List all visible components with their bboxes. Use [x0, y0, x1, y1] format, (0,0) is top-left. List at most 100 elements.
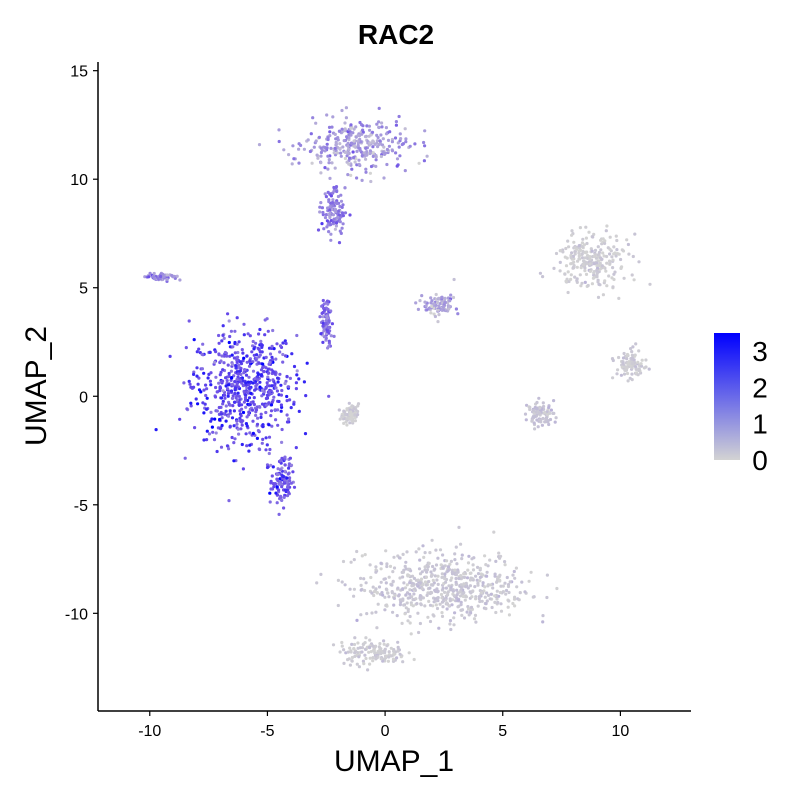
- cell-point: [394, 123, 398, 127]
- cell-point: [325, 314, 329, 318]
- cell-point: [407, 651, 411, 655]
- cell-point: [384, 603, 388, 608]
- cell-point: [448, 622, 452, 626]
- cell-point: [340, 226, 344, 230]
- cell-point: [254, 341, 258, 345]
- cell-point: [220, 423, 224, 428]
- cell-point: [360, 178, 364, 182]
- cell-point: [478, 575, 482, 580]
- cell-point: [396, 645, 400, 649]
- cell-point: [587, 230, 591, 234]
- cell-point: [578, 248, 583, 252]
- cell-point: [380, 121, 384, 125]
- cell-point: [566, 270, 570, 274]
- cell-point: [381, 659, 385, 663]
- cell-point: [238, 416, 242, 420]
- cell-point: [413, 587, 417, 591]
- cell-point: [329, 238, 333, 242]
- cell-point: [260, 343, 264, 347]
- cell-point: [244, 432, 248, 436]
- cell-point: [406, 607, 410, 612]
- cell-point: [206, 376, 210, 380]
- cell-point: [289, 481, 293, 485]
- cell-point: [270, 424, 274, 428]
- cell-point: [230, 376, 234, 380]
- cell-point: [420, 570, 424, 574]
- cell-point: [476, 583, 480, 587]
- cell-point: [229, 389, 234, 393]
- cell-point: [178, 278, 182, 282]
- cell-point: [295, 369, 299, 373]
- cell-point: [374, 654, 378, 658]
- cell-point: [525, 403, 529, 407]
- cell-point: [492, 530, 496, 534]
- cell-point: [418, 621, 422, 626]
- cell-point: [474, 597, 478, 601]
- cell-point: [382, 145, 386, 149]
- cell-point: [468, 571, 472, 576]
- cell-point: [418, 586, 422, 590]
- cell-point: [371, 139, 375, 143]
- cell-point: [248, 443, 252, 447]
- cell-point: [350, 642, 354, 647]
- cell-point: [617, 296, 621, 300]
- cell-point: [256, 375, 260, 379]
- cell-point: [470, 595, 474, 599]
- cell-point: [541, 620, 545, 624]
- cell-point: [245, 444, 249, 448]
- cell-point: [630, 350, 634, 354]
- cell-point: [221, 324, 225, 328]
- cell-point: [403, 564, 407, 569]
- cell-point: [288, 376, 292, 380]
- cell-point: [385, 147, 389, 152]
- cell-point: [227, 319, 231, 323]
- cell-point: [202, 371, 206, 375]
- cell-point: [429, 296, 433, 300]
- cell-point: [368, 662, 372, 666]
- cell-point: [371, 585, 375, 589]
- cell-point: [360, 650, 364, 654]
- cell-point: [364, 170, 368, 174]
- cell-point: [573, 252, 577, 256]
- cell-point: [545, 595, 549, 600]
- cell-point: [630, 372, 634, 376]
- cell-point: [184, 346, 188, 350]
- cell-point: [375, 122, 379, 126]
- cell-point: [611, 376, 615, 380]
- cell-point: [356, 651, 360, 655]
- cell-point: [295, 373, 299, 377]
- cell-point: [208, 379, 212, 383]
- cell-point: [404, 560, 408, 564]
- cell-point: [325, 142, 329, 146]
- cell-point: [379, 567, 383, 571]
- cell-point: [566, 290, 570, 295]
- cell-point: [277, 393, 281, 397]
- cell-point: [404, 567, 408, 571]
- cell-point: [314, 121, 318, 125]
- cell-point: [423, 144, 427, 148]
- cell-point: [440, 614, 445, 619]
- cell-point: [189, 385, 193, 389]
- cell-point: [221, 389, 225, 393]
- cell-point: [454, 545, 458, 549]
- cell-point: [478, 566, 482, 571]
- cell-point: [319, 171, 323, 175]
- cell-point: [175, 274, 179, 278]
- cell-point: [430, 538, 434, 542]
- cell-point: [355, 549, 359, 554]
- cell-point: [283, 455, 287, 459]
- cell-point: [193, 426, 197, 430]
- cell-point: [228, 425, 232, 429]
- cell-point: [443, 564, 447, 568]
- cell-point: [441, 553, 445, 557]
- cell-point: [596, 280, 600, 284]
- cell-point: [281, 352, 285, 357]
- cell-point: [583, 280, 587, 284]
- cell-point: [335, 201, 339, 206]
- cell-point: [605, 224, 609, 228]
- cell-point: [246, 332, 250, 336]
- cell-point: [258, 327, 262, 332]
- cell-point: [444, 580, 448, 584]
- cell-point: [275, 485, 279, 489]
- cell-point: [358, 120, 362, 125]
